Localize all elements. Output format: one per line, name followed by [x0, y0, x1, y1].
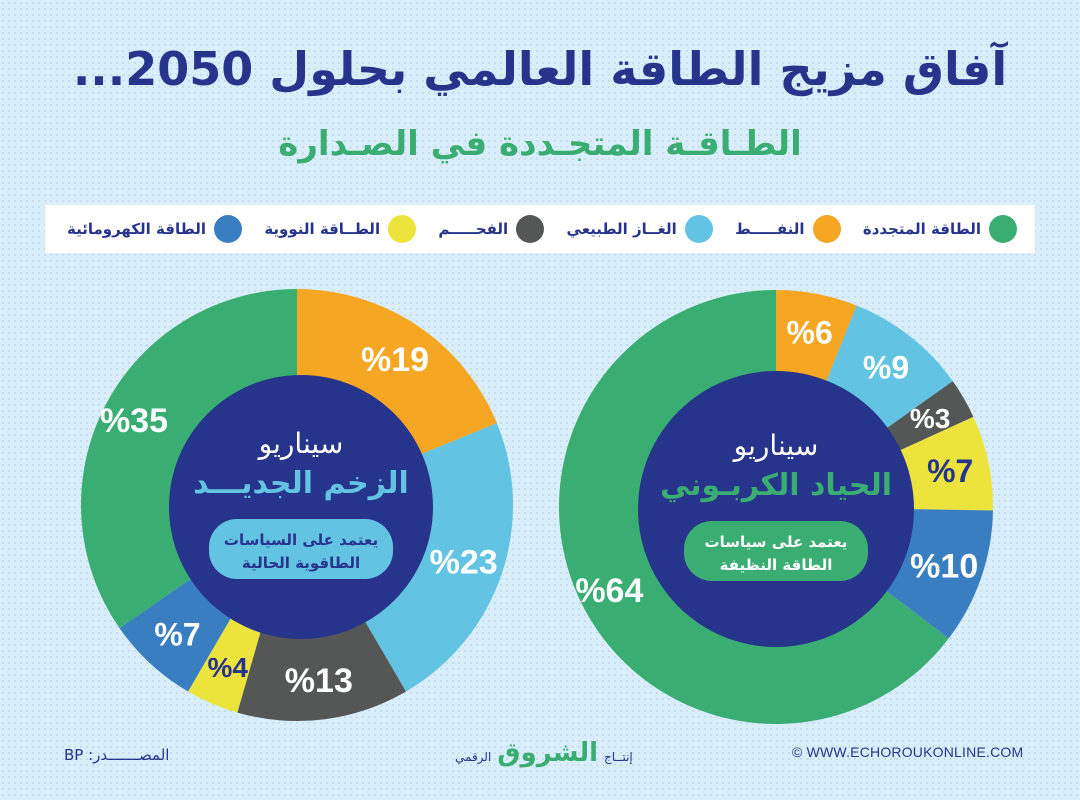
legend-label: الطــاقة النووية [264, 220, 381, 238]
legend-swatch-gas [684, 215, 713, 243]
legend-item-renewable: الطاقة المتجددة [863, 215, 1017, 243]
legend-item-oil: النفـــــط [735, 215, 841, 243]
legend-swatch-coal [516, 215, 545, 243]
slice-label-renewable: %35 [100, 402, 168, 440]
legend: الطاقة المتجددة النفـــــط الغــاز الطبي… [45, 205, 1035, 253]
legend-label: الغــاز الطبيعي [566, 220, 677, 238]
donut-center [638, 371, 914, 647]
scenario-label: سيناريو [732, 429, 819, 462]
scenario-description-pill [209, 519, 393, 579]
brand-credit: إنتــاج الشروق الرقمي [455, 738, 633, 768]
scenario-description-pill [684, 521, 868, 581]
legend-item-coal: الفحـــــم [438, 215, 545, 243]
page-title: آفاق مزيج الطاقة العالمي بحلول 2050... [72, 42, 1008, 96]
legend-item-gas: الغــاز الطبيعي [567, 215, 713, 243]
donut-center [169, 375, 433, 639]
legend-swatch-nuclear [388, 215, 417, 243]
slice-label-renewable: %64 [575, 572, 643, 610]
donut-chart-1: %19 %23 %13 %4 %7 %35 سيناريو الزخم الجديـــد يع… [81, 289, 513, 721]
brand-suffix: الرقمي [455, 750, 492, 764]
brand-logo: الشروق [497, 738, 599, 768]
scenario-description-line1: يعتمد على السياسات [224, 531, 378, 549]
scenario-description-line2: الطاقة النظيفة [720, 556, 833, 574]
page-subtitle: الطـاقـة المتجـددة في الصـدارة [278, 124, 802, 164]
legend-item-hydro: الطاقة الكهرومائية [67, 215, 242, 243]
source-credit: المصـــــــدر: BP [64, 746, 170, 764]
legend-item-nuclear: الطــاقة النووية [264, 215, 417, 243]
scenario-name: الحياد الكربـوني [660, 468, 892, 503]
legend-label: الطاقة الكهرومائية [67, 220, 206, 238]
slice-label-nuclear: %4 [208, 652, 249, 683]
legend-label: الفحـــــم [438, 220, 509, 238]
legend-swatch-renewable [988, 215, 1017, 243]
slice-label-oil: %19 [361, 341, 429, 379]
slice-label-gas: %9 [863, 350, 909, 386]
scenario-label: سيناريو [257, 427, 344, 460]
scenario-description-line2: الطاقوية الحالية [242, 554, 360, 572]
donut-chart-2: %6 %9%3 %7 %10 %64 سيناريو الحياد الكربـوني يعت… [558, 290, 993, 724]
slice-label-nuclear: %7 [927, 453, 973, 489]
scenario-name: الزخم الجديـــد [193, 466, 409, 501]
slice-label-coal: %13 [285, 662, 353, 700]
brand-prefix: إنتــاج [604, 750, 633, 764]
slice-label-gas: %23 [430, 544, 498, 582]
slice-label-hydro: %10 [910, 547, 978, 585]
slice-label-coal: %3 [910, 403, 950, 434]
website-link[interactable]: © WWW.ECHOROUKONLINE.COM [792, 744, 1024, 760]
legend-label: النفـــــط [735, 220, 805, 238]
legend-swatch-oil [812, 215, 841, 243]
legend-swatch-hydro [213, 215, 242, 243]
scenario-description-line1: يعتمد على سياسات [705, 533, 848, 551]
slice-label-oil: %6 [787, 315, 833, 351]
slice-label-hydro: %7 [154, 617, 200, 653]
legend-label: الطاقة المتجددة [862, 220, 981, 238]
